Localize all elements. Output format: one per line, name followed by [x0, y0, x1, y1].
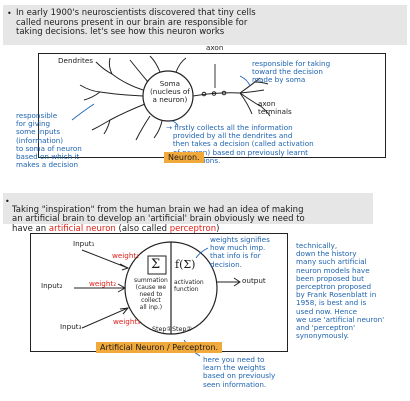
input1-label: Input₁: [73, 239, 95, 248]
summation-label: summation (cause we need to collect all …: [134, 277, 168, 312]
step2-label: Step②: [172, 326, 192, 333]
middle-line3c: (also called: [115, 223, 170, 234]
weight3-label: weight₃: [113, 317, 141, 326]
perceptron-caption: Artificial Neuron / Perceptron.: [96, 342, 223, 353]
soma-label: Soma (nucleus of a neuron): [150, 79, 190, 105]
intro-box: [3, 5, 407, 45]
weight2-label: weight₂: [89, 279, 117, 288]
middle-box: [3, 193, 373, 224]
footer-note: here you need to learn the weights based…: [203, 355, 276, 389]
input2-label: Input₂: [41, 281, 63, 290]
middle-artificial-neuron: artificial neuron: [48, 223, 116, 234]
intro-bullet: •: [7, 9, 12, 18]
side-note: technically, down the history many such …: [296, 241, 385, 341]
weight1-label: weight₁: [112, 251, 140, 260]
middle-line3e: ): [216, 223, 220, 234]
note-left: responsible for giving some inputs (info…: [16, 111, 82, 170]
middle-perceptron: perceptron: [169, 223, 217, 234]
middle-bullet: •: [5, 197, 10, 206]
input3-label: Input₃: [60, 322, 82, 331]
sum-symbol: Σ: [151, 257, 161, 272]
axon-label: axon: [206, 43, 224, 52]
activation-symbol: f(Σ): [175, 258, 196, 271]
step1-label: Step①: [152, 326, 172, 333]
middle-line3a: have an: [12, 223, 49, 234]
neuron-caption: Neuron.: [164, 152, 204, 163]
output-label: output: [242, 276, 266, 285]
intro-text: In early 1900's neuroscientists discover…: [16, 8, 256, 38]
axon-terminals-label: axon terminals: [258, 99, 292, 117]
activation-label: activation function: [174, 279, 204, 293]
weights-note: weights signifies how much imp. that inf…: [210, 235, 270, 269]
middle-line1: Taking "inspiration" from the human brai…: [12, 204, 304, 215]
middle-line2: an artificial brain to develop an 'artif…: [12, 214, 305, 225]
dendrites-label: Dendrites: [58, 56, 94, 65]
middle-text: Taking "inspiration" from the human brai…: [12, 196, 305, 234]
note-right: responsible for taking toward the decisi…: [252, 59, 331, 85]
neuron-frame: [38, 53, 386, 158]
